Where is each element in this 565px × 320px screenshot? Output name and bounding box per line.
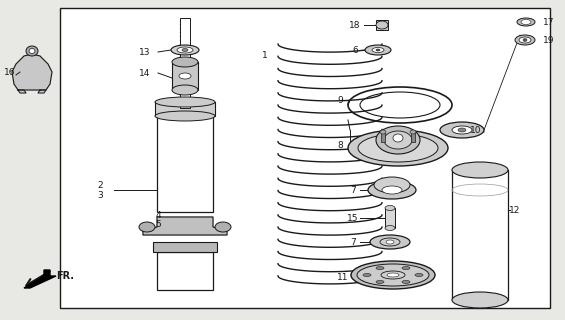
Polygon shape [12,54,52,90]
Text: 3: 3 [97,190,103,199]
Bar [157,252,213,290]
Ellipse shape [458,128,466,132]
Bar [153,242,217,252]
Ellipse shape [363,274,371,276]
Ellipse shape [139,222,155,232]
Ellipse shape [523,38,527,42]
Ellipse shape [26,46,38,56]
Text: 13: 13 [139,47,151,57]
Text: 17: 17 [543,18,554,27]
Text: 6: 6 [352,45,358,54]
Ellipse shape [348,130,448,166]
Ellipse shape [385,226,395,230]
Ellipse shape [368,181,416,199]
Ellipse shape [380,130,386,134]
Bar [411,132,415,142]
Ellipse shape [410,130,416,134]
Ellipse shape [172,57,198,67]
Ellipse shape [381,271,405,279]
Text: 1: 1 [262,51,268,60]
Ellipse shape [402,267,410,269]
Ellipse shape [172,85,198,95]
Bar [155,102,215,116]
Text: 10: 10 [470,125,482,134]
Ellipse shape [380,238,400,246]
Text: 12: 12 [509,205,521,214]
Text: 4: 4 [155,211,161,220]
Ellipse shape [517,18,535,26]
Ellipse shape [376,49,380,51]
Ellipse shape [452,292,508,308]
Ellipse shape [384,131,412,149]
Bar [60,8,550,308]
Ellipse shape [376,280,384,284]
Polygon shape [38,90,46,93]
Ellipse shape [372,47,384,52]
Ellipse shape [393,134,403,142]
Ellipse shape [171,45,199,55]
Ellipse shape [387,273,399,277]
Ellipse shape [452,126,472,134]
Ellipse shape [29,49,35,53]
Bar [452,170,508,300]
Ellipse shape [374,177,410,193]
Text: 16: 16 [5,68,16,76]
Polygon shape [24,270,56,288]
Ellipse shape [365,45,391,55]
Text: 5: 5 [155,220,161,228]
Bar [381,132,385,142]
Ellipse shape [177,47,193,53]
Text: 7: 7 [350,186,356,195]
Ellipse shape [358,134,438,162]
Bar [157,112,213,212]
Ellipse shape [182,49,188,52]
Text: 11: 11 [337,274,349,283]
Ellipse shape [402,280,410,284]
Ellipse shape [370,235,410,249]
Ellipse shape [215,222,231,232]
Ellipse shape [351,261,435,289]
Ellipse shape [357,264,429,286]
Bar [172,62,198,90]
Bar [385,208,395,228]
Ellipse shape [155,97,215,107]
Ellipse shape [376,21,388,29]
Text: 9: 9 [337,95,343,105]
Text: 19: 19 [543,36,554,44]
Ellipse shape [179,73,191,79]
Ellipse shape [382,186,402,194]
Ellipse shape [452,162,508,178]
Bar [376,20,388,30]
Text: 8: 8 [337,140,343,149]
Ellipse shape [376,267,384,269]
Ellipse shape [385,205,395,211]
Text: 7: 7 [350,237,356,246]
Ellipse shape [155,111,215,121]
Polygon shape [18,90,26,93]
Ellipse shape [415,274,423,276]
Ellipse shape [440,122,484,138]
Ellipse shape [515,35,535,45]
Text: 18: 18 [349,20,360,29]
Bar [180,18,190,108]
Text: FR.: FR. [56,271,74,281]
Ellipse shape [376,126,420,154]
Polygon shape [143,217,227,235]
Text: 2: 2 [97,180,103,189]
Text: 15: 15 [347,213,359,222]
Ellipse shape [519,37,531,43]
Text: 14: 14 [140,68,151,77]
Ellipse shape [521,20,531,25]
Ellipse shape [386,240,394,244]
